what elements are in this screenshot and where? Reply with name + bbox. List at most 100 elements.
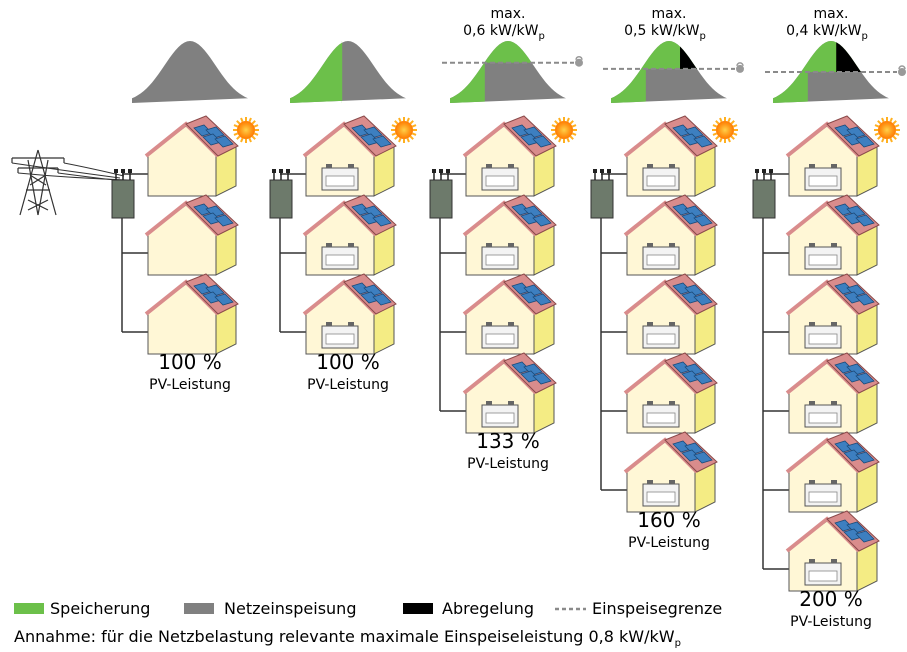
solar-panel-icon: [193, 124, 234, 148]
house: [623, 194, 718, 276]
house: [623, 273, 718, 355]
legend-label-storage: Speicherung: [50, 599, 150, 618]
house: [785, 115, 880, 197]
max-value: 0,5 kW/kWp: [624, 23, 706, 42]
pv-percentage: 200 %: [799, 587, 863, 611]
max-value-subscript: p: [538, 31, 544, 42]
scenario-s5: max.0,4 kW/kWp 200 % PV-Leistung: [752, 6, 906, 630]
pv-label: PV-Leistung: [149, 377, 231, 393]
battery-terminal: [326, 322, 332, 326]
house: [462, 194, 557, 276]
inverter-icon: [429, 169, 453, 219]
production-curve: [290, 41, 406, 103]
max-value: 0,4 kW/kWp: [786, 23, 868, 42]
lock-icon: [898, 65, 906, 76]
max-value-subscript: p: [861, 31, 867, 42]
battery-label: [808, 254, 838, 266]
curve-storage-left: [611, 68, 646, 103]
legend-label-curtail: Abregelung: [442, 599, 534, 618]
curve-curtail: [680, 41, 727, 69]
battery-terminal: [326, 243, 332, 247]
battery-label: [808, 491, 838, 503]
battery-label: [808, 333, 838, 345]
solar-panel-icon: [193, 203, 234, 227]
solar-panel-cell: [532, 135, 552, 148]
battery-icon: [321, 322, 359, 349]
battery-terminal: [809, 401, 815, 405]
solar-panel-icon: [511, 203, 552, 227]
scenario-s2: 100 % PV-Leistung: [269, 41, 417, 393]
battery-icon: [804, 322, 842, 349]
solar-panel-icon: [672, 440, 713, 464]
sun-icon: [233, 117, 259, 143]
solar-panel-icon: [672, 282, 713, 306]
battery-terminal: [486, 164, 492, 168]
pv-percentage: 160 %: [637, 508, 701, 532]
solar-panel-cell: [372, 214, 392, 227]
curve-storage: [773, 41, 889, 72]
curve-storage: [290, 41, 343, 103]
battery-icon: [642, 164, 680, 191]
house: [302, 115, 397, 197]
battery-icon: [642, 480, 680, 507]
battery-label: [485, 412, 515, 424]
solar-panel-cell: [532, 214, 552, 227]
house: [302, 194, 397, 276]
max-label: max.: [491, 6, 526, 22]
inverter-icon: [590, 169, 614, 219]
lock-icon: [575, 56, 583, 67]
battery-label: [646, 412, 676, 424]
max-label: max.: [814, 6, 849, 22]
house: [623, 352, 718, 434]
solar-panel-icon: [834, 440, 875, 464]
production-curve: [603, 41, 744, 103]
solar-panel-icon: [834, 361, 875, 385]
legend-swatch-storage: [14, 603, 44, 614]
solar-panel-cell: [855, 372, 875, 385]
battery-terminal: [508, 322, 514, 326]
battery-terminal: [669, 322, 675, 326]
battery-terminal: [669, 480, 675, 484]
battery-label: [808, 570, 838, 582]
house: [302, 273, 397, 355]
inverter-body: [752, 179, 776, 219]
solar-panel-icon: [834, 519, 875, 543]
battery-terminal: [348, 322, 354, 326]
battery-label: [485, 175, 515, 187]
battery-terminal: [809, 243, 815, 247]
wiring: [439, 173, 466, 412]
solar-panel-icon: [511, 282, 552, 306]
sun-icon: [551, 117, 577, 143]
solar-panel-icon: [511, 361, 552, 385]
solar-panel-icon: [351, 124, 392, 148]
battery-terminal: [669, 401, 675, 405]
legend: Speicherung Netzeinspeisung Abregelung E…: [14, 599, 722, 618]
inverter-body: [269, 179, 293, 219]
scenario-s1: 100 % PV-Leistung: [111, 41, 259, 393]
curve-grid-feed: [132, 41, 248, 103]
battery-terminal: [831, 480, 837, 484]
pv-label: PV-Leistung: [790, 614, 872, 630]
pv-label: PV-Leistung: [628, 535, 710, 551]
house: [462, 115, 557, 197]
solar-panel-icon: [193, 282, 234, 306]
production-curve: [132, 41, 248, 103]
battery-label: [646, 254, 676, 266]
solar-panel-cell: [855, 530, 875, 543]
solar-panel-icon: [834, 203, 875, 227]
battery-terminal: [809, 480, 815, 484]
battery-icon: [321, 243, 359, 270]
battery-icon: [804, 164, 842, 191]
scenario-s4: max.0,5 kW/kWp 160 % PV-Leistung: [590, 6, 744, 551]
house: [144, 273, 239, 355]
legend-swatch-curtail: [403, 603, 433, 614]
battery-terminal: [809, 559, 815, 563]
inverter-body: [111, 179, 135, 219]
battery-icon: [804, 480, 842, 507]
battery-terminal: [508, 243, 514, 247]
max-value-text: 0,4 kW/kW: [786, 23, 861, 39]
max-value-text: 0,5 kW/kW: [624, 23, 699, 39]
battery-label: [646, 491, 676, 503]
solar-panel-cell: [372, 135, 392, 148]
